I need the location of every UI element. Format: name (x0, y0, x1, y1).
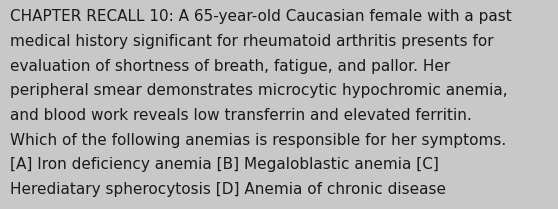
Text: evaluation of shortness of breath, fatigue, and pallor. Her: evaluation of shortness of breath, fatig… (10, 59, 450, 74)
Text: [A] Iron deficiency anemia [B] Megaloblastic anemia [C]: [A] Iron deficiency anemia [B] Megalobla… (10, 157, 439, 172)
Text: medical history significant for rheumatoid arthritis presents for: medical history significant for rheumato… (10, 34, 494, 49)
Text: Which of the following anemias is responsible for her symptoms.: Which of the following anemias is respon… (10, 133, 506, 148)
Text: peripheral smear demonstrates microcytic hypochromic anemia,: peripheral smear demonstrates microcytic… (10, 83, 508, 98)
Text: and blood work reveals low transferrin and elevated ferritin.: and blood work reveals low transferrin a… (10, 108, 472, 123)
Text: Herediatary spherocytosis [D] Anemia of chronic disease: Herediatary spherocytosis [D] Anemia of … (10, 182, 446, 197)
Text: CHAPTER RECALL 10: A 65-year-old Caucasian female with a past: CHAPTER RECALL 10: A 65-year-old Caucasi… (10, 9, 512, 24)
